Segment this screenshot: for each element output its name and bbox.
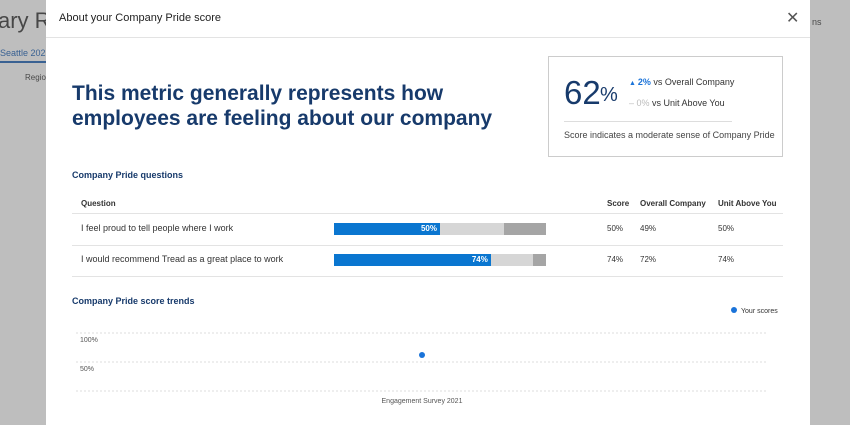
bar-segment xyxy=(490,254,534,266)
cell: 50% xyxy=(718,224,735,233)
data-point xyxy=(419,352,425,359)
question: I would recommend Tread as a great place… xyxy=(81,254,284,264)
bar-segment xyxy=(533,254,546,266)
section-title: Company Pride questions xyxy=(72,170,184,180)
y-tick-label: 50% xyxy=(80,366,94,373)
trend-chart: 100% 50% Engagement Survey 2021 Your scores xyxy=(76,307,778,405)
headline: This metric generally represents how emp… xyxy=(72,82,493,130)
cell: 50% xyxy=(607,224,624,233)
cell: 74% xyxy=(607,255,624,264)
score-value: 62 xyxy=(564,74,601,111)
y-tick-label: 100% xyxy=(80,337,98,344)
cell: 72% xyxy=(640,255,657,264)
modal-title: About your Company Pride score xyxy=(59,12,222,24)
tab[interactable]: Seattle 2021 xyxy=(0,48,51,63)
question: I feel proud to tell people where I work xyxy=(81,223,234,233)
bar-segment xyxy=(503,223,546,235)
row-divider xyxy=(72,245,783,246)
modal: About your Company Pride score ✕ This me… xyxy=(46,0,810,425)
bar-label: 50% xyxy=(420,224,437,233)
row-divider xyxy=(72,276,783,277)
legend-label: Your scores xyxy=(741,308,778,315)
bar-segment: 50% xyxy=(334,223,440,235)
x-tick-label: Engagement Survey 2021 xyxy=(382,398,463,405)
cell: 49% xyxy=(640,224,657,233)
delta: 2% xyxy=(637,77,651,87)
column-header: Overall Company xyxy=(640,199,706,208)
legend-marker xyxy=(731,307,737,313)
section-title: Company Pride score trends xyxy=(72,296,195,306)
score-unit: % xyxy=(600,84,618,106)
column-header: Unit Above You xyxy=(718,199,777,208)
column-header: Regio xyxy=(25,73,46,82)
score-note: Score indicates a moderate sense of Comp… xyxy=(564,130,775,140)
score-card: 62 % ▲ 2% vs Overall Company – 0% vs Uni… xyxy=(548,56,783,157)
bar-label: 74% xyxy=(471,255,488,264)
divider xyxy=(46,37,810,38)
delta-label: vs Overall Company xyxy=(653,77,735,87)
delta-label: vs Unit Above You xyxy=(652,98,725,108)
toolbar-text[interactable]: ns xyxy=(812,17,822,27)
column-header: Score xyxy=(607,199,630,208)
bar-segment: 74% xyxy=(334,254,491,266)
cell: 74% xyxy=(718,255,735,264)
delta: 0% xyxy=(636,98,650,108)
column-header: Question xyxy=(81,199,116,208)
bar-segment xyxy=(440,223,504,235)
close-button[interactable]: ✕ xyxy=(786,10,800,27)
row-divider xyxy=(72,213,783,214)
